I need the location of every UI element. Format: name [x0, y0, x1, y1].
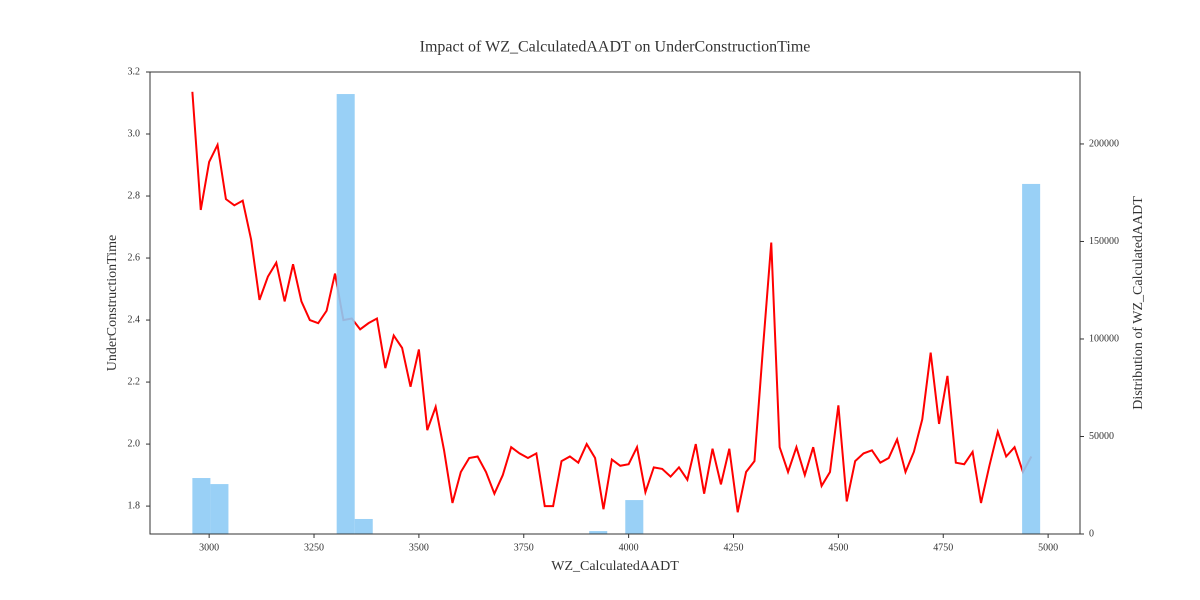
y-tick-label: 2.4	[128, 314, 141, 325]
x-tick-label: 4250	[724, 542, 744, 553]
y-tick-label: 2.8	[128, 190, 141, 201]
x-tick-label: 5000	[1038, 542, 1058, 553]
y-tick-label: 2.0	[128, 438, 141, 449]
histogram-bar	[210, 484, 229, 534]
x-tick-label: 4000	[619, 542, 639, 553]
y2-tick-label: 200000	[1089, 138, 1119, 149]
y-tick-label: 2.6	[128, 252, 141, 263]
x-tick-label: 3750	[514, 542, 534, 553]
x-tick-label: 3250	[304, 542, 324, 553]
y-axis-label: UnderConstructionTime	[105, 235, 120, 371]
y-tick-label: 3.0	[128, 128, 141, 139]
plot-frame	[149, 71, 1081, 535]
line	[191, 91, 1033, 513]
y2-tick-label: 150000	[1089, 236, 1119, 247]
y-tick-label: 2.2	[128, 376, 141, 387]
y-tick-label: 3.2	[128, 66, 141, 77]
histogram-bar	[354, 518, 373, 534]
x-tick-label: 4500	[828, 542, 848, 553]
histogram-bar	[1022, 183, 1041, 534]
histogram-bar	[336, 94, 355, 535]
y2-tick-label: 50000	[1089, 431, 1114, 442]
histogram-bar	[192, 478, 211, 534]
x-tick-label: 4750	[933, 542, 953, 553]
y2-tick-label: 100000	[1089, 333, 1119, 344]
chart-title: Impact of WZ_CalculatedAADT on UnderCons…	[420, 39, 811, 56]
y-tick-label: 1.8	[128, 500, 141, 511]
y2-tick-label: 0	[1089, 528, 1094, 539]
histogram-bar	[625, 500, 644, 534]
x-tick-label: 3500	[409, 542, 429, 553]
x-axis-label: WZ_CalculatedAADT	[551, 559, 679, 574]
y2-axis-label: Distribution of WZ_CalculatedAADT	[1131, 196, 1146, 410]
x-tick-label: 3000	[199, 542, 219, 553]
histogram-bar	[589, 531, 608, 534]
